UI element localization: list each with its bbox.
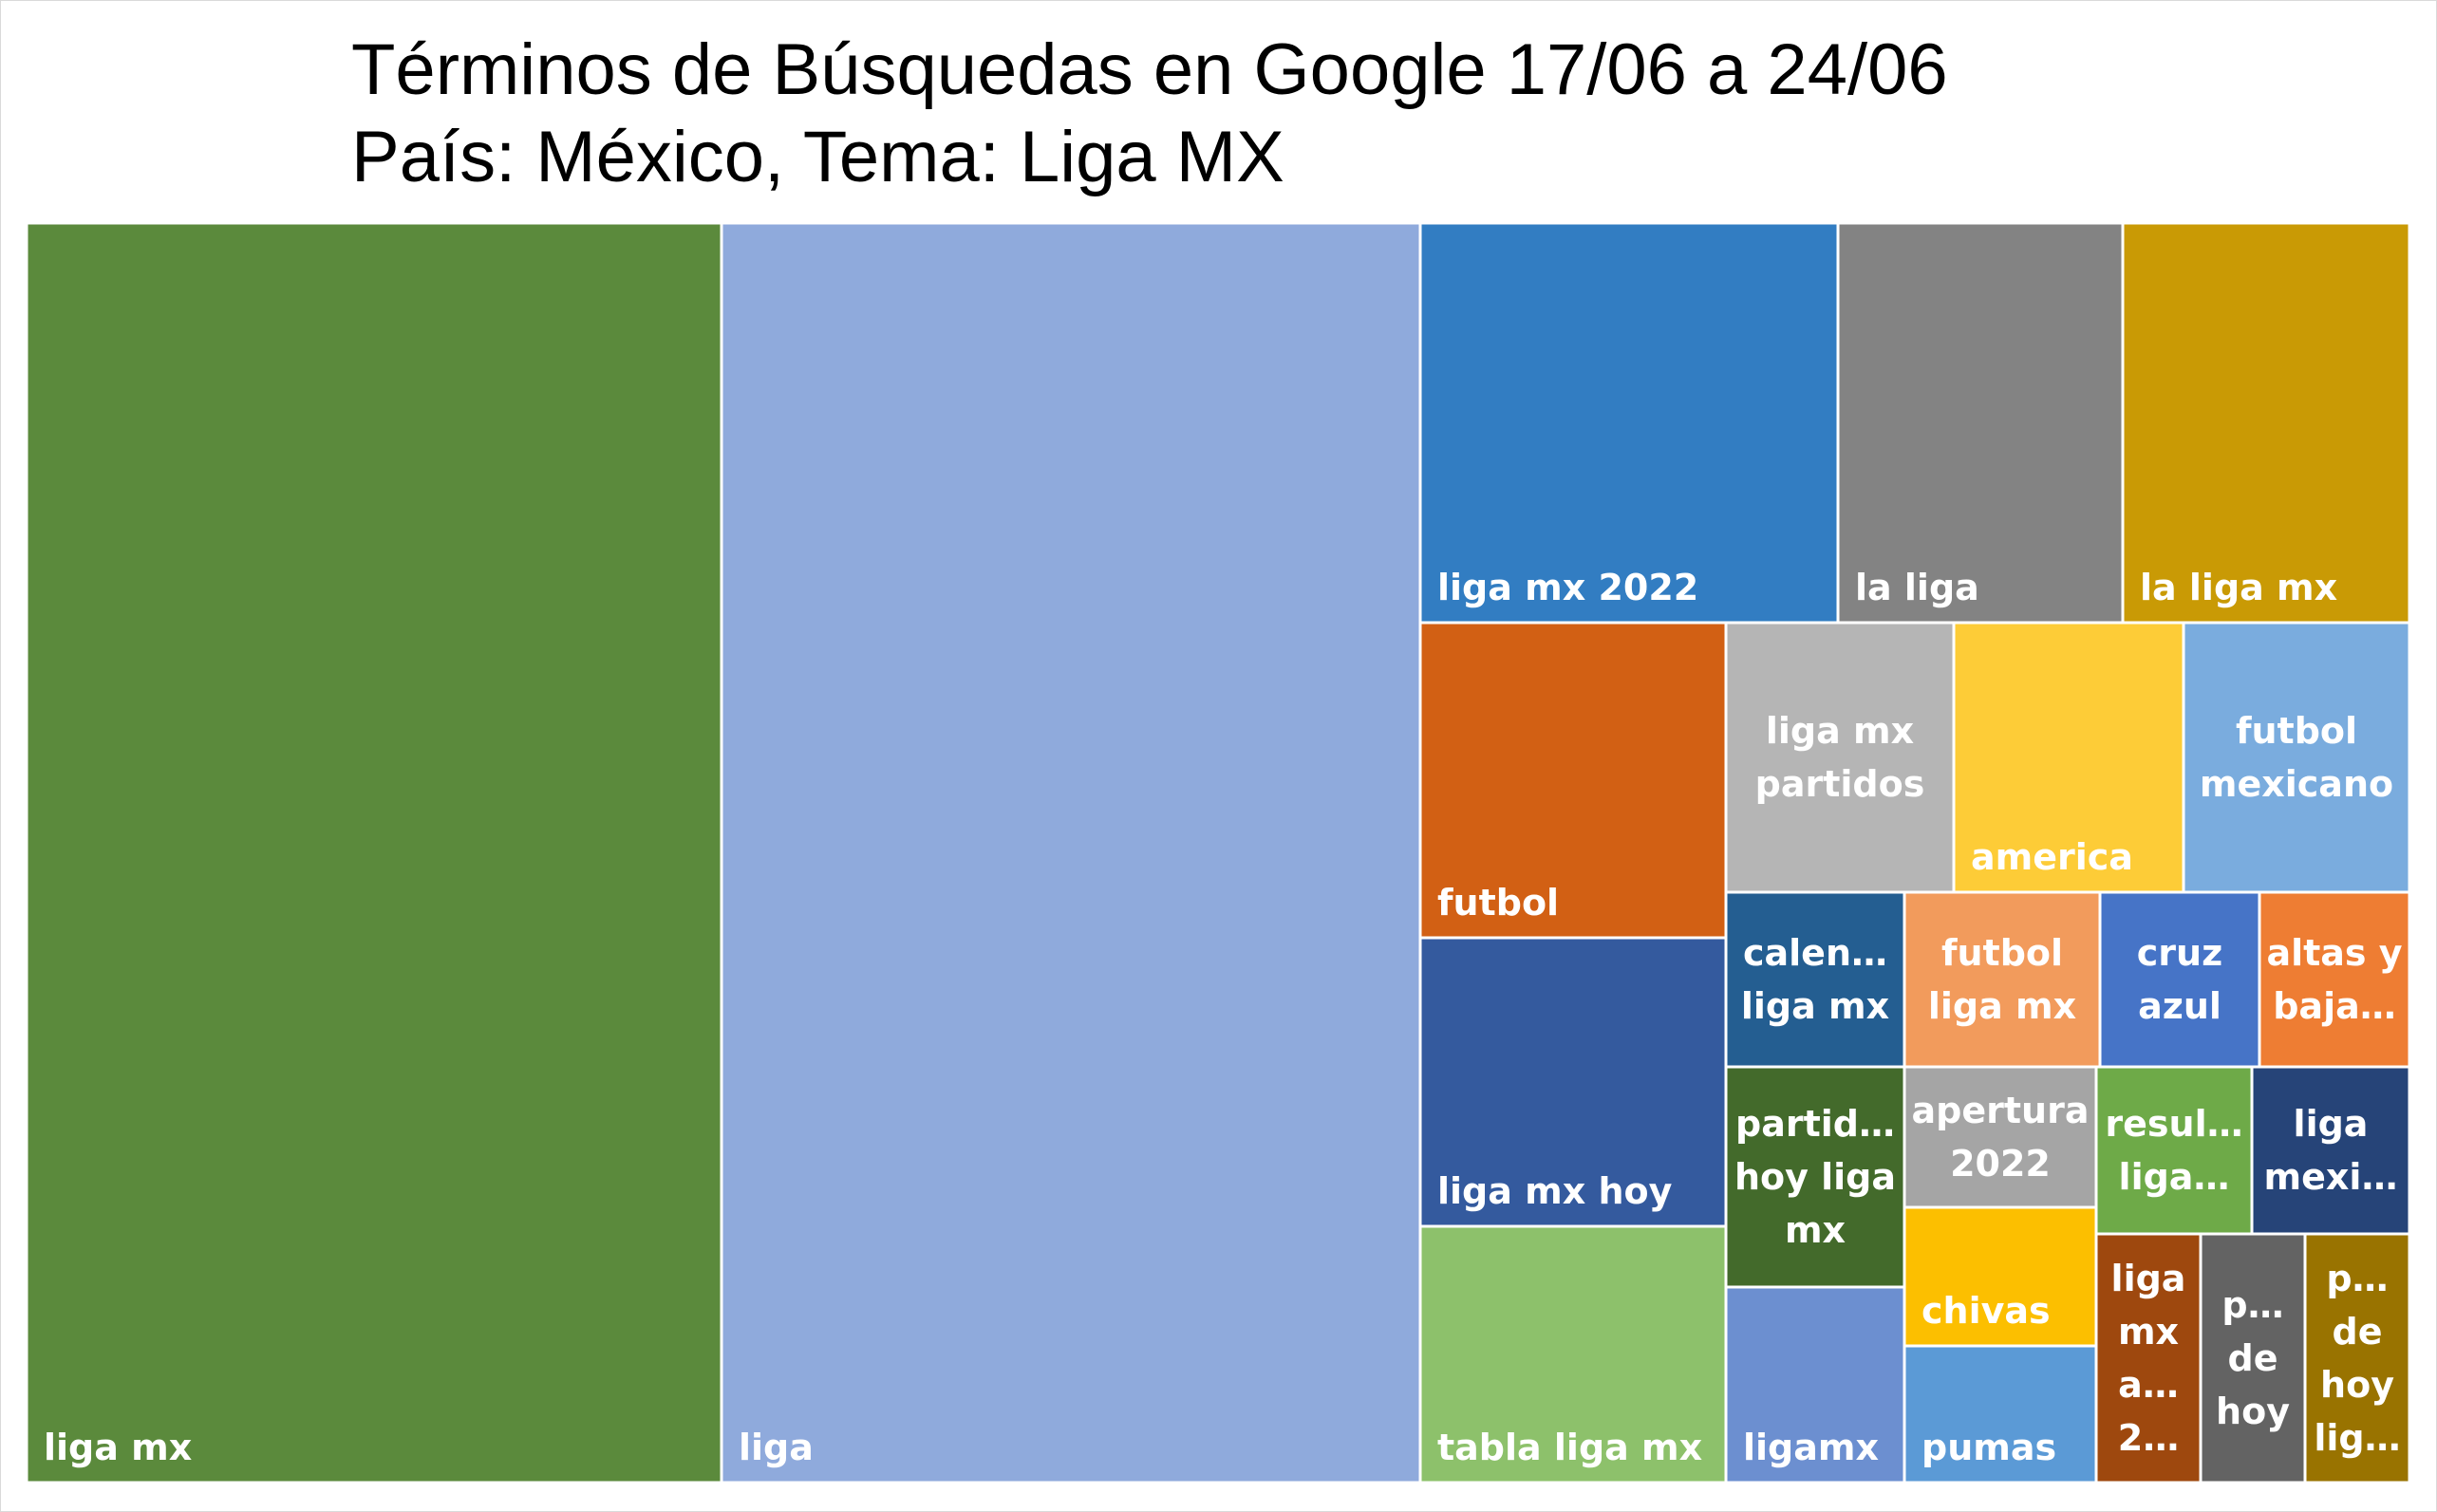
treemap-tile-label: altas y [2266,932,2402,974]
treemap-tile-label: a… [2118,1364,2179,1406]
treemap-tile: liga mx 2022 [1418,221,1840,625]
treemap-tile: cruz azul [2098,890,2261,1069]
treemap-tile-label: hoy liga [1734,1156,1896,1198]
treemap-tile-label: america [1971,836,2133,878]
treemap-tile: la liga [1836,221,2125,625]
treemap-tile-rect [1903,1065,2098,1209]
treemap-tile-label: partid… [1735,1103,1895,1145]
treemap-tile: p… de hoy [2199,1232,2307,1484]
treemap-tile-label: liga mx 2022 [1437,567,1698,608]
treemap-tile-label: 2022 [1950,1143,2051,1185]
treemap-tile: liga mx a… 2… [2094,1232,2203,1484]
treemap-tile-rect [2094,1232,2203,1484]
treemap-tile-rect [2303,1232,2411,1484]
treemap-tile: futbol mexicano [2182,621,2411,894]
treemap-tile: futbol liga mx [1903,890,2102,1069]
treemap-tile-rect [1903,1344,2098,1484]
treemap-tile: partid… hoy liga mx [1724,1065,1906,1289]
treemap-tile-label: hoy [2216,1391,2290,1432]
treemap-tile-label: calen… [1743,932,1887,974]
treemap-tile-rect [2199,1232,2307,1484]
treemap-tile-rect [1724,1285,1906,1484]
treemap-tile-label: futbol [1941,932,2063,974]
treemap-tile-label: liga [2111,1258,2186,1299]
treemap-tile-label: la liga [1855,567,1979,608]
treemap-tile-label: mx [2118,1311,2179,1353]
treemap-tile-rect [1418,936,1728,1228]
treemap-tile-rect [2250,1065,2411,1236]
treemap-tile-label: mexicano [2200,763,2393,805]
treemap-tile-label: mx [1785,1209,1846,1251]
treemap-tile: america [1952,621,2185,894]
treemap-tile-label: p… [2326,1258,2388,1299]
treemap-tile: p… de hoy lig… [2303,1232,2411,1484]
treemap-tile-rect [2098,890,2261,1069]
treemap-tile-label: liga mx [1928,985,2076,1027]
treemap-tile-label: cruz [2137,932,2222,974]
treemap-tile-label: apertura [1912,1090,2090,1131]
chart-title: Términos de Búsquedas en Google 17/06 a … [351,29,1948,110]
treemap-tile: liga mexi… [2250,1065,2411,1236]
treemap-tile-label: futbol [2236,710,2357,752]
treemap-tile-label: azul [2138,985,2221,1027]
treemap-tile: pumas [1903,1344,2098,1484]
treemap-tile-label: de [2333,1311,2383,1353]
treemap-tile-label: partidos [1755,763,1925,805]
treemap-tile-label: liga mx [1741,985,1889,1027]
treemap-tile-rect [2094,1065,2254,1236]
treemap-tile-rect [2182,621,2411,894]
treemap-tile-label: chivas [1921,1290,2051,1332]
treemap-tile: liga mx partidos [1724,621,1956,894]
treemap-tile-rect [2121,221,2411,625]
treemap-tile-rect [1724,1065,1906,1289]
treemap-tile: resul… liga… [2094,1065,2254,1236]
treemap-tile-label: lig… [2314,1417,2400,1459]
treemap-tile: futbol [1418,621,1728,940]
treemap-tile-label: p… [2221,1284,2283,1326]
treemap-tile-label: liga mx [1766,710,1914,752]
treemap-tile-label: tabla liga mx [1437,1427,1702,1468]
treemap-tile-label: liga [2294,1103,2369,1145]
treemap-tile: calen… liga mx [1724,890,1906,1069]
treemap-tile: tabla liga mx [1418,1224,1728,1484]
treemap-tile-label: resul… [2105,1103,2242,1145]
treemap-tile-label: la liga mx [2140,567,2337,608]
treemap-tile: chivas [1903,1205,2098,1348]
treemap-tile-rect [720,221,1422,1484]
treemap-tile-label: liga… [2119,1156,2230,1198]
treemap-tile-label: de [2228,1337,2278,1379]
treemap-tile-label: liga mx hoy [1437,1170,1673,1212]
treemap-tile-label: liga [739,1427,814,1468]
treemap-tile: ligamx [1724,1285,1906,1484]
treemap-tile-label: 2… [2118,1417,2179,1459]
treemap-tile: liga [720,221,1422,1484]
treemap-tile: altas y baja… [2258,890,2411,1069]
chart-subtitle: País: México, Tema: Liga MX [351,117,1284,197]
treemap-tile-label: liga mx [44,1427,192,1468]
treemap-tile-rect [1903,1205,2098,1348]
treemap-tile: liga mx [25,221,723,1484]
treemap-tile-rect [1836,221,2125,625]
treemap-tile-rect [1724,890,1906,1069]
treemap-tile-label: baja… [2273,985,2396,1027]
treemap-tile-label: futbol [1437,882,1559,924]
treemap-tile-label: mexi… [2264,1156,2398,1198]
treemap-tile-label: hoy [2320,1364,2394,1406]
treemap-tile-rect [2258,890,2411,1069]
treemap-tile: apertura 2022 [1903,1065,2098,1209]
treemap-tile-rect [1418,221,1840,625]
treemap-tile-rect [1903,890,2102,1069]
treemap-tile-rect [25,221,723,1484]
treemap-tile-rect [1952,621,2185,894]
treemap-tile: liga mx hoy [1418,936,1728,1228]
treemap-tile-label: pumas [1921,1427,2056,1468]
treemap-tile-rect [1724,621,1956,894]
treemap-tile-label: ligamx [1743,1427,1879,1468]
treemap-tile-rect [1418,1224,1728,1484]
treemap-tile: la liga mx [2121,221,2411,625]
